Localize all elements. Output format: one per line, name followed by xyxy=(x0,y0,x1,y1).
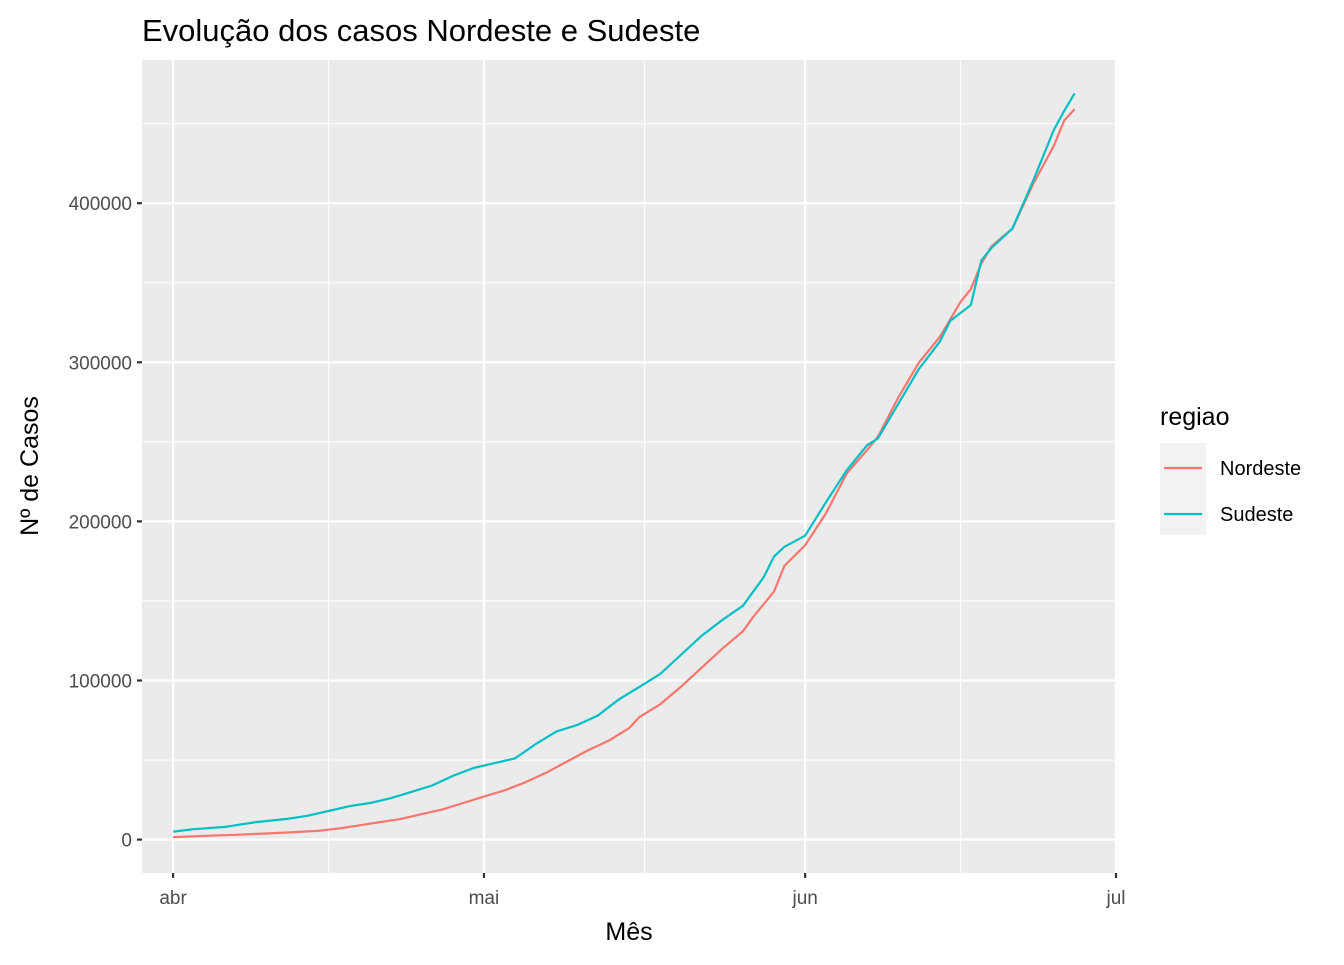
chart-title: Evolução dos casos Nordeste e Sudeste xyxy=(142,13,700,48)
legend-title: regiao xyxy=(1160,403,1230,431)
y-tick-label: 200000 xyxy=(69,512,132,533)
legend-label: Nordeste xyxy=(1220,458,1301,480)
plot-panel xyxy=(142,60,1116,873)
y-tick-label: 100000 xyxy=(69,671,132,692)
x-tick-label: jul xyxy=(1105,888,1125,909)
legend-label: Sudeste xyxy=(1220,504,1293,526)
series-line-sudeste xyxy=(172,92,1076,833)
y-axis-ticks: 0 100000 200000 300000 400000 xyxy=(69,194,142,852)
x-tick-label: mai xyxy=(469,888,500,909)
legend-items: Nordeste Sudeste xyxy=(1164,458,1301,526)
series-lines xyxy=(172,92,1076,839)
x-tick-label: abr xyxy=(159,888,187,909)
legend: regiao Nordeste Sudeste xyxy=(1160,403,1301,535)
y-tick-label: 300000 xyxy=(69,353,132,374)
y-axis-title: Nº de Casos xyxy=(16,396,44,536)
x-axis-title: Mês xyxy=(605,918,652,946)
grid-major xyxy=(142,60,1118,873)
x-tick-label: jun xyxy=(791,888,817,909)
x-axis-ticks: abr mai jun jul xyxy=(159,873,1126,909)
legend-key-background xyxy=(1160,443,1206,535)
grid-minor xyxy=(142,60,1116,873)
series-line-nordeste xyxy=(173,108,1076,839)
y-tick-label: 0 xyxy=(121,831,132,852)
y-tick-label: 400000 xyxy=(69,194,132,215)
